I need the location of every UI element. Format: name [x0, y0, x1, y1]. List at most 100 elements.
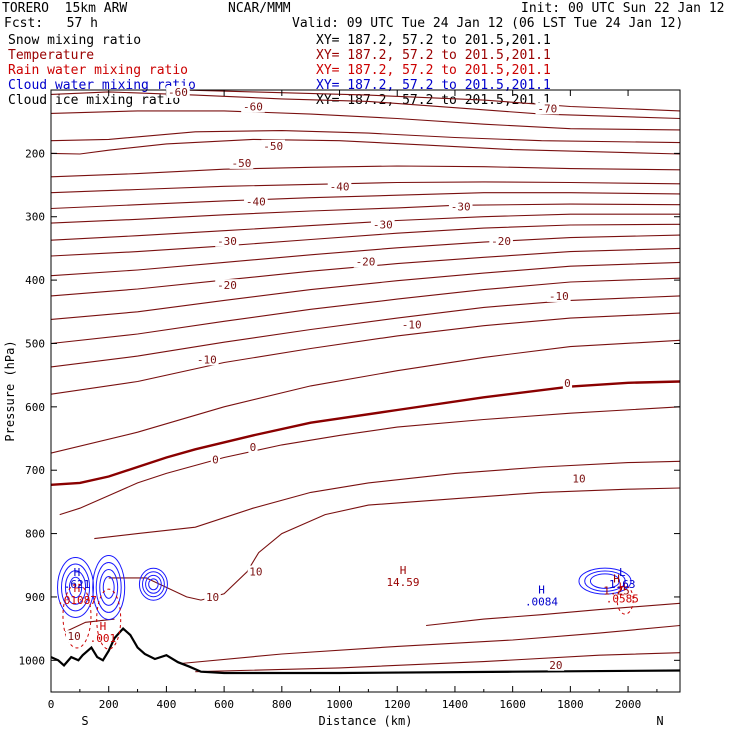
x-tick-label-10: 2000 [615, 698, 642, 711]
center-name: NCAR/MMM [228, 1, 291, 16]
isotherm-minus20-line-13 [51, 261, 680, 320]
isotherm-minus50-line-4 [51, 138, 680, 155]
cloud-water-contour-left-2 [64, 570, 87, 605]
x-tick-label-0: 0 [48, 698, 55, 711]
contour-label-bg-22 [65, 630, 83, 643]
contour-label-5: -40 [330, 180, 350, 193]
cloud-water-contour-left-0 [57, 556, 95, 618]
cloud-water-contour-north-1 [584, 570, 626, 592]
y-tick-label-3: 500 [25, 337, 45, 350]
contour-label-bg-8 [371, 218, 395, 231]
extremum-marker-2: H [100, 620, 107, 633]
x-tick-label-8: 1600 [499, 698, 526, 711]
extremum-value-2: .001 [90, 632, 117, 645]
contour-label-16: 0 [212, 453, 219, 466]
isotherm-minus30-line-8 [51, 203, 680, 224]
extremum-value-1: .0084 [525, 596, 558, 609]
cloud-water-contour-left-3 [68, 576, 83, 599]
rain-contour-1 [96, 588, 122, 650]
contour-label-1: -60 [243, 100, 263, 113]
contour-label-11: -20 [356, 256, 376, 269]
extremum-value-7: 1.63 [609, 578, 636, 591]
isotherm-minus60-line-2 [51, 110, 680, 131]
end-label-south: S [81, 714, 88, 728]
cloud-water-contour-right-2 [145, 574, 162, 594]
isotherm-minus60-line-3 [51, 130, 680, 144]
contour-label-bg-0 [166, 85, 190, 98]
extremum-value-4: .621 [64, 578, 91, 591]
x-axis-title: Distance (km) [319, 714, 413, 728]
x-tick-label-3: 600 [214, 698, 234, 711]
x-tick-label-7: 1400 [442, 698, 469, 711]
isotherm-10-line-19 [59, 406, 680, 516]
contour-label-bg-3 [261, 139, 285, 152]
model-name: TORERO 15km ARW [2, 1, 128, 16]
y-tick-label-8: 1000 [19, 654, 46, 667]
contour-label-19: 10 [572, 472, 585, 485]
cloud-water-contour-right-3 [148, 578, 159, 591]
isotherm-warm-20-line-2 [195, 652, 680, 673]
extremum-value-6: 1.25 [603, 584, 630, 597]
cloud-water-contour-north-2 [589, 573, 621, 589]
contour-label-12: -20 [217, 279, 237, 292]
x-tick-label-6: 1200 [384, 698, 411, 711]
isotherm-0-line-18 [51, 339, 680, 454]
contour-label-14: -10 [402, 318, 422, 331]
contour-label-6: -40 [246, 196, 266, 209]
cloud-water-contour-mid-3 [102, 576, 115, 599]
y-tick-label-0: 200 [25, 147, 45, 160]
valid-time: Valid: 09 UTC Tue 24 Jan 12 (06 LST Tue … [292, 16, 684, 31]
contour-label-bg-13 [547, 289, 571, 302]
isotherm-warm-10-line-0 [65, 618, 115, 633]
extremum-marker-6: H [613, 572, 620, 585]
isotherm-minus20-line-11 [51, 234, 680, 277]
contour-label-20: 10 [249, 566, 262, 579]
contour-label-bg-5 [327, 180, 352, 193]
contour-label-0: -60 [168, 86, 188, 99]
isotherm-minus60-line-1 [51, 91, 680, 120]
extremum-marker-1: H [538, 584, 545, 597]
y-tick-label-5: 700 [25, 464, 45, 477]
contour-label-bg-1 [241, 100, 265, 113]
extremum-marker-7: L [619, 566, 626, 579]
contour-label-bg-15 [195, 353, 219, 366]
isotherm-minus40-line-6 [51, 181, 680, 194]
terrain-line [51, 627, 680, 675]
isotherm-minus30-line-10 [51, 223, 680, 257]
contour-label-bg-10 [489, 234, 513, 247]
y-tick-label-2: 400 [25, 274, 45, 287]
isotherm-minus10-line-16 [51, 312, 680, 395]
extremum-marker-5: H [619, 581, 626, 594]
x-tick-label-5: 1000 [326, 698, 353, 711]
contour-label-15: -10 [197, 353, 217, 366]
contour-label-bg-21 [204, 590, 221, 603]
cloud-water-contour-mid-1 [95, 561, 122, 613]
cloud-water-contour-right-0 [138, 567, 168, 601]
x-tick-label-1: 200 [99, 698, 119, 711]
contour-label-10: -20 [491, 235, 511, 248]
rain-contour-2 [616, 585, 634, 615]
isotherm-minus60-line-0 [51, 90, 680, 112]
contour-label-bg-11 [353, 255, 378, 268]
contour-label-17: 0 [250, 441, 257, 454]
isotherm-0-line-17 [51, 380, 680, 486]
extremum-marker-3: H [74, 582, 81, 595]
contour-label-22: 10 [67, 630, 80, 643]
extremum-value-0: 14.59 [386, 576, 419, 589]
cloud-water-contour-north-0 [578, 567, 632, 595]
contour-label-8: -30 [373, 218, 393, 231]
contour-label-bg-4 [229, 156, 254, 169]
plot-frame [50, 89, 681, 693]
cloud-water-contour-mid-2 [99, 569, 119, 606]
extremum-value-5: .0585 [606, 593, 639, 606]
isotherm-minus40-line-7 [51, 192, 680, 210]
forecast-hour: Fcst: 57 h [4, 16, 98, 31]
contour-label-bg-18 [562, 376, 573, 389]
isotherm-warm-20-line-1 [180, 624, 680, 665]
field-xy-temperature: XY= 187.2, 57.2 to 201.5,201.1 [316, 48, 551, 63]
y-tick-label-6: 800 [25, 528, 45, 541]
contour-label-bg-6 [244, 195, 268, 208]
contour-label-bg-7 [448, 200, 473, 213]
extremum-marker-4: H [74, 566, 81, 579]
